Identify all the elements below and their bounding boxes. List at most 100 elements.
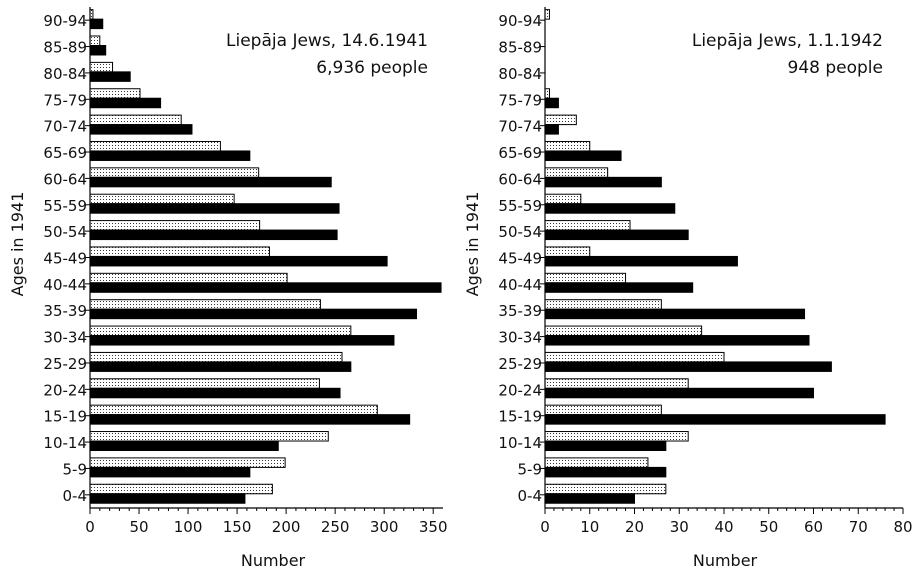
- bar-solid-45-49: [89, 255, 388, 267]
- x-tick-label: 100: [174, 518, 203, 536]
- chart-liepaja-1942: 0-4 5-9 10-14 15-19 20-24 25-29 30-34 35-39 40-4…: [463, 7, 913, 570]
- bar-solid-65-69: [544, 150, 622, 161]
- y-tick-label: 55-59: [43, 197, 87, 215]
- x-tick-label: 10: [580, 518, 599, 536]
- y-tick-label: 70-74: [43, 118, 87, 136]
- x-tick-label: 60: [804, 518, 823, 536]
- bar-solid-20-24: [544, 387, 814, 399]
- bar-solid-35-39: [89, 308, 418, 320]
- bar-dotted-15-19: [89, 404, 378, 416]
- x-tick-labels: 0 10 20 30 40 50 60 70 80: [540, 518, 912, 536]
- bar-dotted-90-94: [544, 9, 550, 20]
- bar-dotted-45-49: [89, 246, 270, 257]
- y-tick-label: 50-54: [43, 223, 87, 241]
- y-tick-label: 65-69: [43, 144, 87, 162]
- bar-dotted-10-14: [89, 431, 329, 442]
- annotation-title: Liepāja Jews, 1.1.1942: [692, 31, 883, 51]
- annotation-count: 948 people: [788, 58, 883, 78]
- bar-dotted-0-4: [89, 483, 273, 495]
- y-tick-label: 25-29: [43, 355, 87, 373]
- bar-solid-5-9: [89, 466, 251, 478]
- bar-dotted-40-44: [89, 272, 288, 284]
- bar-solid-55-59: [89, 203, 340, 214]
- bar-dotted-25-29: [89, 351, 343, 363]
- x-tick-label: 50: [759, 518, 778, 536]
- bar-solid-55-59: [544, 203, 676, 214]
- y-tick-label: 80-84: [498, 65, 542, 83]
- y-tick-label: 20-24: [498, 381, 542, 399]
- y-tick-label: 90-94: [43, 12, 87, 30]
- x-tick-label: 0: [85, 518, 95, 536]
- bar-solid-0-4: [544, 493, 635, 504]
- bar-solid-75-79: [544, 97, 559, 109]
- bar-solid-45-49: [544, 255, 738, 267]
- y-tick-label: 50-54: [498, 223, 542, 241]
- bar-solid-65-69: [89, 150, 251, 161]
- bar-solid-5-9: [544, 466, 667, 478]
- y-tick-label: 5-9: [63, 460, 88, 478]
- bar-solid-20-24: [89, 387, 341, 399]
- y-tick-labels: 0-4 5-9 10-14 15-19 20-24 25-29 30-34 35-39 40-4…: [43, 12, 87, 505]
- bar-dotted-40-44: [544, 272, 627, 284]
- y-tick-label: 25-29: [498, 355, 542, 373]
- y-axis-title: Ages in 1941: [463, 192, 482, 297]
- bar-dotted-80-84: [89, 61, 114, 73]
- bar-solid-35-39: [544, 308, 806, 320]
- y-tick-label: 0-4: [63, 487, 88, 505]
- y-tick-label: 90-94: [498, 12, 542, 30]
- x-tick-label: 300: [370, 518, 399, 536]
- y-tick-label: 60-64: [498, 170, 542, 188]
- bar-dotted-70-74: [544, 114, 577, 126]
- y-tick-label: 70-74: [498, 118, 542, 136]
- y-tick-label: 0-4: [518, 487, 543, 505]
- y-tick-label: 75-79: [43, 91, 87, 109]
- y-tick-label: 10-14: [43, 434, 87, 452]
- bar-dotted-30-34: [89, 325, 352, 337]
- bar-solid-10-14: [544, 440, 667, 452]
- y-tick-label: 15-19: [498, 408, 542, 426]
- y-tick-labels: 0-4 5-9 10-14 15-19 20-24 25-29 30-34 35-39 40-4…: [498, 12, 542, 505]
- bars-group: [89, 9, 442, 504]
- x-tick-label: 150: [223, 518, 252, 536]
- bar-dotted-65-69: [89, 140, 221, 152]
- axis-lines: [85, 7, 443, 514]
- y-tick-label: 65-69: [498, 144, 542, 162]
- y-tick-label: 80-84: [43, 65, 87, 83]
- bar-dotted-30-34: [544, 325, 703, 337]
- bar-solid-70-74: [544, 124, 559, 135]
- y-tick-label: 15-19: [43, 408, 87, 426]
- y-tick-label: 35-39: [498, 302, 542, 320]
- chart-liepaja-1941: 0-4 5-9 10-14 15-19 20-24 25-29 30-34 35-39 40-4…: [8, 7, 448, 570]
- y-tick-label: 5-9: [518, 460, 543, 478]
- bar-dotted-55-59: [544, 193, 582, 205]
- bar-solid-90-94: [89, 18, 104, 30]
- x-tick-label: 30: [670, 518, 689, 536]
- x-tick-label: 350: [419, 518, 448, 536]
- annotation-count: 6,936 people: [316, 58, 428, 78]
- bar-dotted-35-39: [544, 299, 662, 310]
- bar-solid-0-4: [89, 493, 246, 504]
- bar-solid-60-64: [544, 176, 662, 188]
- x-tick-label: 80: [893, 518, 912, 536]
- bar-solid-25-29: [89, 361, 352, 372]
- y-tick-label: 75-79: [498, 91, 542, 109]
- axis-lines: [540, 7, 904, 514]
- bar-dotted-55-59: [89, 193, 235, 205]
- bar-dotted-60-64: [89, 167, 260, 178]
- y-tick-label: 40-44: [498, 276, 542, 294]
- y-tick-label: 30-34: [498, 329, 542, 347]
- y-tick-label: 35-39: [43, 302, 87, 320]
- bar-solid-80-84: [89, 71, 131, 82]
- bars-group: [544, 9, 886, 504]
- bar-dotted-35-39: [89, 299, 321, 310]
- bar-solid-15-19: [544, 414, 886, 425]
- bar-solid-30-34: [89, 335, 395, 346]
- bar-dotted-20-24: [544, 378, 689, 389]
- y-tick-label: 10-14: [498, 434, 542, 452]
- x-tick-labels: 0 50 100 150 200 250 300 350: [85, 518, 447, 536]
- bar-solid-85-89: [89, 44, 107, 56]
- bar-solid-40-44: [89, 282, 442, 293]
- bar-solid-25-29: [544, 361, 832, 372]
- y-tick-label: 55-59: [498, 197, 542, 215]
